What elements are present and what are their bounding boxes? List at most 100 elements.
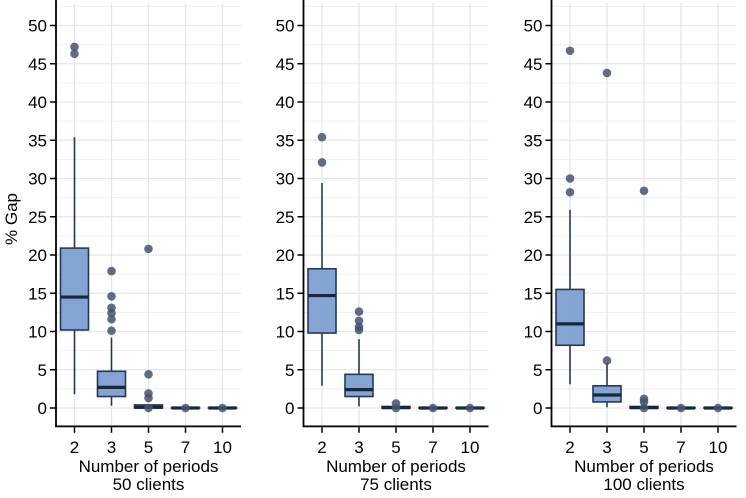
x-tick-label: 7 — [676, 438, 685, 457]
x-tick-label: 7 — [181, 438, 190, 457]
boxplot-group-periods-10 — [703, 403, 733, 413]
x-axis-title-panel-2: Number of periods — [326, 457, 466, 476]
outlier-point — [639, 186, 649, 196]
outlier-point — [70, 49, 79, 59]
boxplot-group-periods-2 — [307, 132, 337, 386]
panel-subtitle-100-clients: 100 clients — [603, 475, 685, 494]
y-axis-title: % Gap — [2, 193, 21, 245]
outlier-point — [107, 308, 116, 318]
outlier-point — [107, 314, 116, 324]
outlier-point — [107, 292, 116, 301]
y-tick-label: 30 — [28, 170, 47, 189]
y-tick-label: 50 — [28, 17, 47, 36]
y-tick-label: 20 — [276, 246, 295, 265]
y-tick-label: 30 — [524, 170, 543, 189]
x-tick-label: 5 — [144, 438, 153, 457]
boxplot-box — [307, 267, 337, 334]
outlier-point — [144, 370, 153, 379]
y-tick-label: 5 — [285, 361, 294, 380]
panel-subtitle-75-clients: 75 clients — [360, 475, 432, 494]
x-axis-title-panel-1: Number of periods — [78, 457, 219, 476]
outlier-point — [639, 397, 649, 407]
y-tick-label: 30 — [276, 170, 295, 189]
boxplot-box — [555, 288, 585, 347]
x-tick-label: 3 — [107, 438, 116, 457]
boxplot-group-periods-3 — [344, 307, 374, 407]
outlier-point — [144, 244, 153, 254]
x-tick-label: 2 — [70, 438, 79, 457]
y-tick-label: 50 — [276, 17, 295, 36]
panel-subtitle-50-clients: 50 clients — [112, 475, 185, 494]
y-tick-label: 50 — [524, 17, 543, 36]
x-tick-label: 10 — [461, 438, 480, 457]
x-tick-label: 3 — [354, 438, 363, 457]
y-tick-label: 0 — [38, 399, 47, 418]
y-tick-label: 5 — [533, 361, 542, 380]
outlier-point — [354, 316, 364, 326]
outlier-point — [428, 403, 438, 413]
outlier-point — [181, 403, 190, 413]
boxplot-group-periods-3 — [96, 266, 127, 406]
boxplot-group-periods-2 — [59, 42, 90, 395]
outlier-point — [565, 174, 575, 183]
y-tick-label: 25 — [276, 208, 295, 227]
outlier-point — [465, 403, 475, 413]
outlier-point — [354, 325, 364, 335]
y-tick-label: 20 — [524, 246, 543, 265]
outlier-point — [354, 307, 364, 316]
x-axis-title-panel-3: Number of periods — [574, 457, 714, 476]
boxplot-group-periods-2 — [555, 46, 585, 385]
outlier-point — [676, 403, 686, 413]
outlier-point — [317, 132, 327, 142]
outlier-point — [391, 403, 401, 413]
boxplot-group-periods-7 — [418, 403, 448, 413]
y-tick-label: 45 — [524, 55, 543, 74]
boxplot-group-periods-5 — [133, 244, 164, 413]
outlier-point — [70, 42, 79, 52]
outlier-point — [107, 266, 116, 276]
y-tick-label: 5 — [38, 361, 47, 380]
y-tick-label: 15 — [276, 284, 295, 303]
boxplot-box — [59, 247, 90, 331]
boxplot-box — [344, 373, 374, 398]
y-tick-label: 35 — [524, 131, 543, 150]
x-tick-label: 2 — [317, 438, 326, 457]
boxplot-group-periods-10 — [455, 403, 485, 413]
y-tick-label: 10 — [28, 323, 47, 342]
y-tick-label: 45 — [276, 55, 295, 74]
boxplot-group-periods-5 — [629, 186, 659, 413]
x-tick-label: 3 — [602, 438, 611, 457]
outlier-point — [713, 403, 723, 413]
outlier-point — [602, 356, 612, 365]
outlier-point — [565, 46, 575, 56]
y-tick-label: 45 — [28, 55, 47, 74]
y-tick-label: 40 — [524, 93, 543, 112]
outlier-point — [107, 326, 116, 336]
y-tick-label: 40 — [28, 93, 47, 112]
x-tick-label: 7 — [428, 438, 437, 457]
y-tick-label: 0 — [285, 399, 294, 418]
outlier-point — [317, 158, 327, 167]
x-tick-label: 5 — [639, 438, 648, 457]
outlier-point — [639, 403, 649, 413]
outlier-point — [602, 68, 612, 78]
outlier-point — [144, 393, 153, 403]
x-tick-label: 10 — [213, 438, 232, 457]
y-tick-label: 15 — [524, 284, 543, 303]
y-tick-label: 40 — [276, 93, 295, 112]
outlier-point — [218, 403, 227, 413]
boxplot-group-periods-7 — [666, 403, 696, 413]
y-tick-label: 35 — [28, 131, 47, 150]
y-tick-label: 10 — [524, 323, 543, 342]
outlier-point — [144, 403, 153, 413]
outlier-point — [565, 187, 575, 197]
y-tick-label: 35 — [276, 131, 295, 150]
boxplot-group-periods-7 — [170, 403, 201, 413]
y-tick-label: 10 — [276, 323, 295, 342]
y-tick-label: 20 — [28, 246, 47, 265]
